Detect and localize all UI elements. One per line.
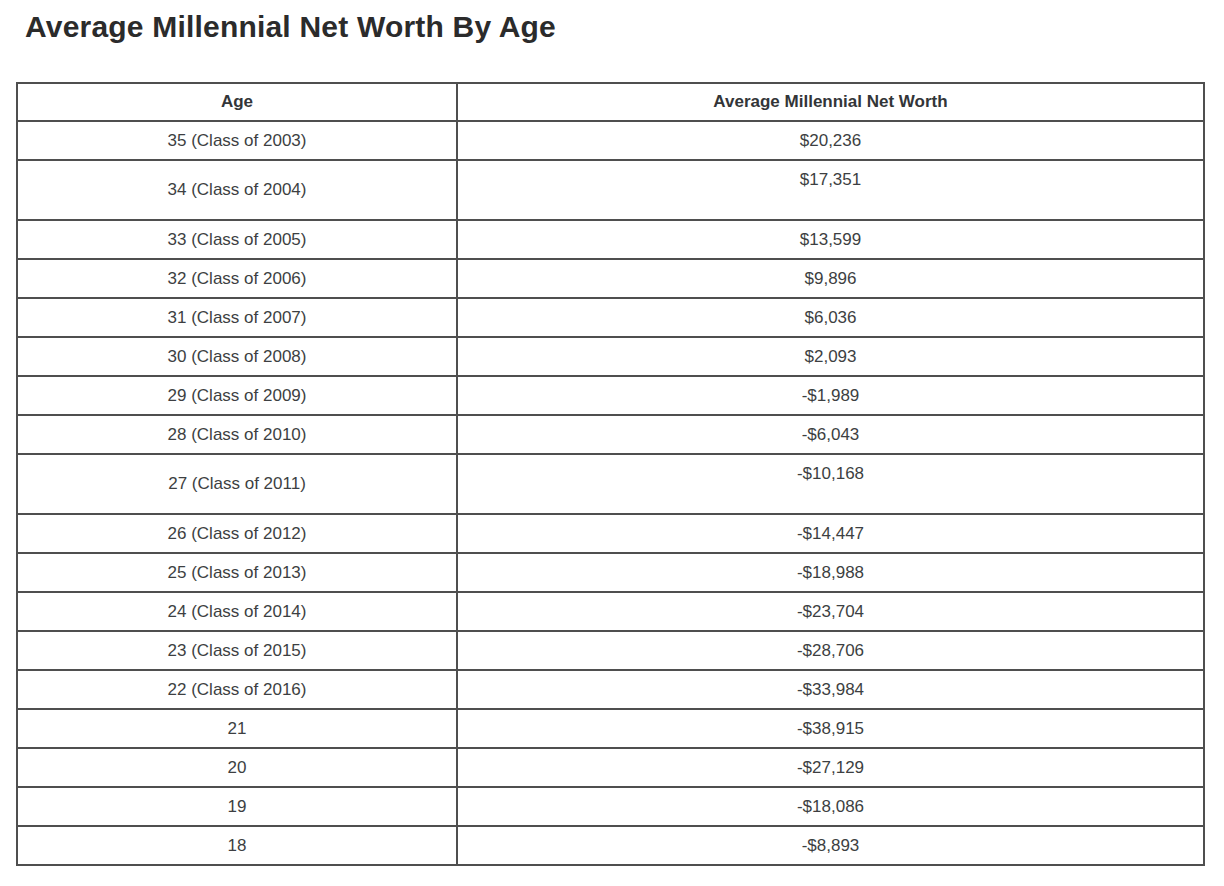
net-worth-cell: -$33,984 xyxy=(457,670,1204,709)
table-header-row: Age Average Millennial Net Worth xyxy=(17,83,1204,121)
net-worth-cell: -$10,168 xyxy=(457,454,1204,514)
table-row: 33 (Class of 2005) $13,599 xyxy=(17,220,1204,259)
net-worth-cell: -$38,915 xyxy=(457,709,1204,748)
table-row: 31 (Class of 2007) $6,036 xyxy=(17,298,1204,337)
table-row: 29 (Class of 2009) -$1,989 xyxy=(17,376,1204,415)
table-row: 30 (Class of 2008) $2,093 xyxy=(17,337,1204,376)
net-worth-cell: $9,896 xyxy=(457,259,1204,298)
age-cell: 18 xyxy=(17,826,457,865)
age-cell: 32 (Class of 2006) xyxy=(17,259,457,298)
age-cell: 22 (Class of 2016) xyxy=(17,670,457,709)
age-cell: 23 (Class of 2015) xyxy=(17,631,457,670)
table-row: 26 (Class of 2012) -$14,447 xyxy=(17,514,1204,553)
table-row: 27 (Class of 2011) -$10,168 xyxy=(17,454,1204,514)
column-header-age: Age xyxy=(17,83,457,121)
table-row: 19 -$18,086 xyxy=(17,787,1204,826)
net-worth-cell: $2,093 xyxy=(457,337,1204,376)
table-row: 32 (Class of 2006) $9,896 xyxy=(17,259,1204,298)
net-worth-cell: $13,599 xyxy=(457,220,1204,259)
age-cell: 26 (Class of 2012) xyxy=(17,514,457,553)
table-row: 35 (Class of 2003) $20,236 xyxy=(17,121,1204,160)
table-row: 21 -$38,915 xyxy=(17,709,1204,748)
table-row: 18 -$8,893 xyxy=(17,826,1204,865)
net-worth-cell: -$6,043 xyxy=(457,415,1204,454)
net-worth-cell: -$18,086 xyxy=(457,787,1204,826)
age-cell: 27 (Class of 2011) xyxy=(17,454,457,514)
table-row: 23 (Class of 2015) -$28,706 xyxy=(17,631,1204,670)
net-worth-cell: -$27,129 xyxy=(457,748,1204,787)
net-worth-table: Age Average Millennial Net Worth 35 (Cla… xyxy=(16,82,1205,866)
net-worth-cell: $6,036 xyxy=(457,298,1204,337)
age-cell: 21 xyxy=(17,709,457,748)
table-row: 25 (Class of 2013) -$18,988 xyxy=(17,553,1204,592)
page: Average Millennial Net Worth By Age Age … xyxy=(0,0,1224,886)
net-worth-cell: -$18,988 xyxy=(457,553,1204,592)
net-worth-cell: -$14,447 xyxy=(457,514,1204,553)
net-worth-cell: $17,351 xyxy=(457,160,1204,220)
age-cell: 33 (Class of 2005) xyxy=(17,220,457,259)
table-row: 34 (Class of 2004) $17,351 xyxy=(17,160,1204,220)
page-title: Average Millennial Net Worth By Age xyxy=(25,10,556,44)
age-cell: 20 xyxy=(17,748,457,787)
net-worth-cell: -$28,706 xyxy=(457,631,1204,670)
age-cell: 35 (Class of 2003) xyxy=(17,121,457,160)
table-row: 20 -$27,129 xyxy=(17,748,1204,787)
age-cell: 29 (Class of 2009) xyxy=(17,376,457,415)
net-worth-cell: -$23,704 xyxy=(457,592,1204,631)
age-cell: 19 xyxy=(17,787,457,826)
net-worth-cell: $20,236 xyxy=(457,121,1204,160)
net-worth-cell: -$8,893 xyxy=(457,826,1204,865)
net-worth-cell: -$1,989 xyxy=(457,376,1204,415)
table-row: 22 (Class of 2016) -$33,984 xyxy=(17,670,1204,709)
column-header-net-worth: Average Millennial Net Worth xyxy=(457,83,1204,121)
table-row: 24 (Class of 2014) -$23,704 xyxy=(17,592,1204,631)
age-cell: 30 (Class of 2008) xyxy=(17,337,457,376)
age-cell: 34 (Class of 2004) xyxy=(17,160,457,220)
age-cell: 25 (Class of 2013) xyxy=(17,553,457,592)
age-cell: 31 (Class of 2007) xyxy=(17,298,457,337)
age-cell: 28 (Class of 2010) xyxy=(17,415,457,454)
table-row: 28 (Class of 2010) -$6,043 xyxy=(17,415,1204,454)
age-cell: 24 (Class of 2014) xyxy=(17,592,457,631)
